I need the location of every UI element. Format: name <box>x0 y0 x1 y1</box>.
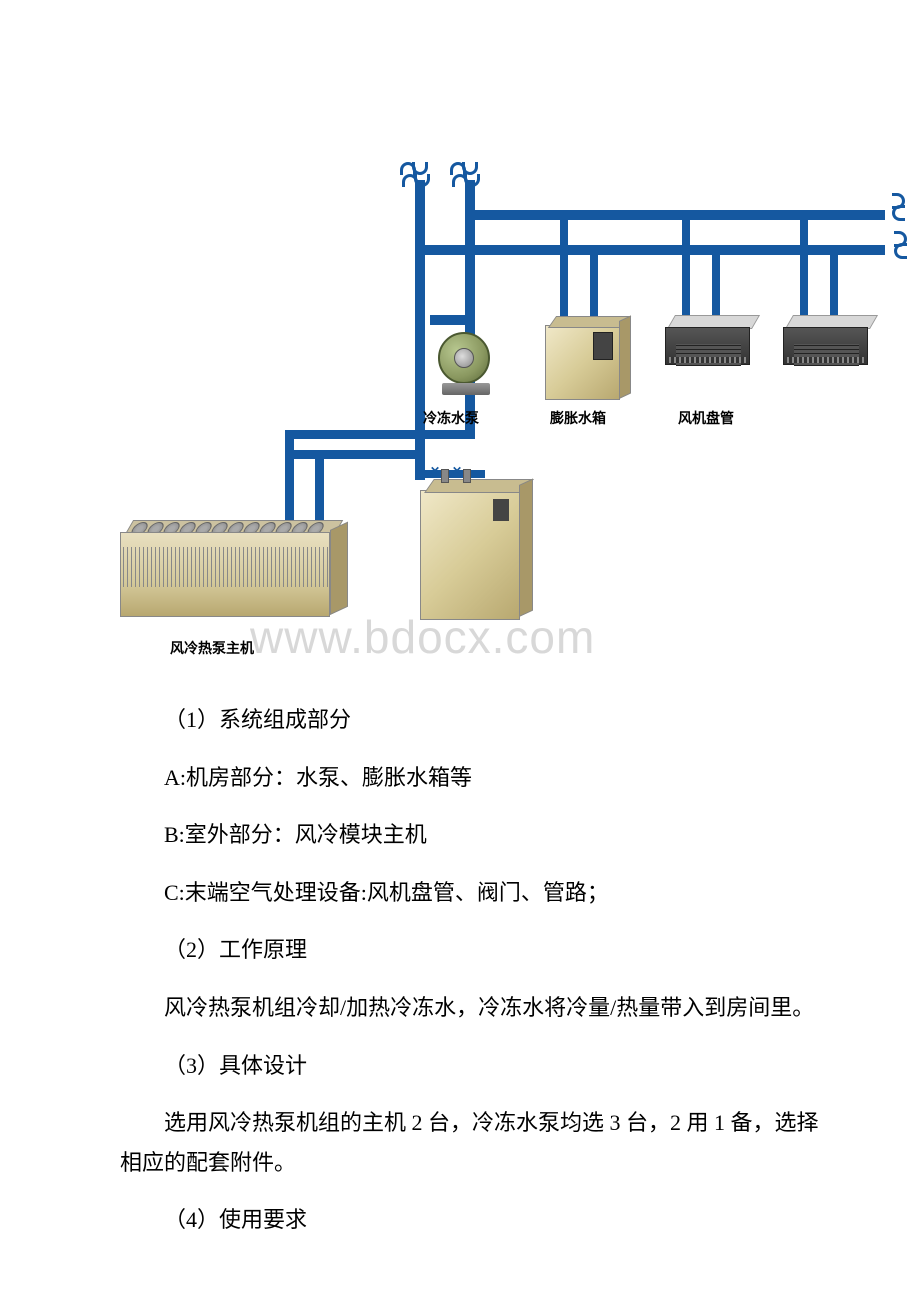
section-1-c: C:末端空气处理设备:风机盘管、阀门、管路； <box>120 873 840 913</box>
box-unit <box>420 490 520 620</box>
section-3-title: （3）具体设计 <box>120 1046 840 1086</box>
tank-label: 膨胀水箱 <box>550 408 606 428</box>
section-2-body: 风冷热泵机组冷却/加热冷冻水，冷冻水将冷量/热量带入到房间里。 <box>120 988 840 1028</box>
watermark: www.bdocx.com <box>250 610 595 664</box>
pump-label: 冷冻水泵 <box>423 408 479 428</box>
section-3-body: 选用风冷热泵机组的主机 2 台，冷冻水泵均选 3 台，2 用 1 备，选择相应的… <box>120 1103 840 1182</box>
chilled-water-pump <box>430 330 500 395</box>
fan-coil-unit-1 <box>665 315 760 375</box>
fan-coil-label: 风机盘管 <box>678 408 734 428</box>
fan-coil-unit-2 <box>783 315 878 375</box>
host-label: 风冷热泵主机 <box>170 638 254 658</box>
section-1-title: （1）系统组成部分 <box>120 700 840 740</box>
section-2-title: （2）工作原理 <box>120 930 840 970</box>
system-diagram: ✕ ✕ 风冷热泵主机 冷冻水泵 膨胀水箱 <box>120 150 890 670</box>
document-body: （1）系统组成部分 A:机房部分：水泵、膨胀水箱等 B:室外部分：风冷模块主机 … <box>120 700 840 1258</box>
section-1-a: A:机房部分：水泵、膨胀水箱等 <box>120 758 840 798</box>
expansion-tank <box>545 325 620 400</box>
section-1-b: B:室外部分：风冷模块主机 <box>120 815 840 855</box>
section-4-title: （4）使用要求 <box>120 1200 840 1240</box>
